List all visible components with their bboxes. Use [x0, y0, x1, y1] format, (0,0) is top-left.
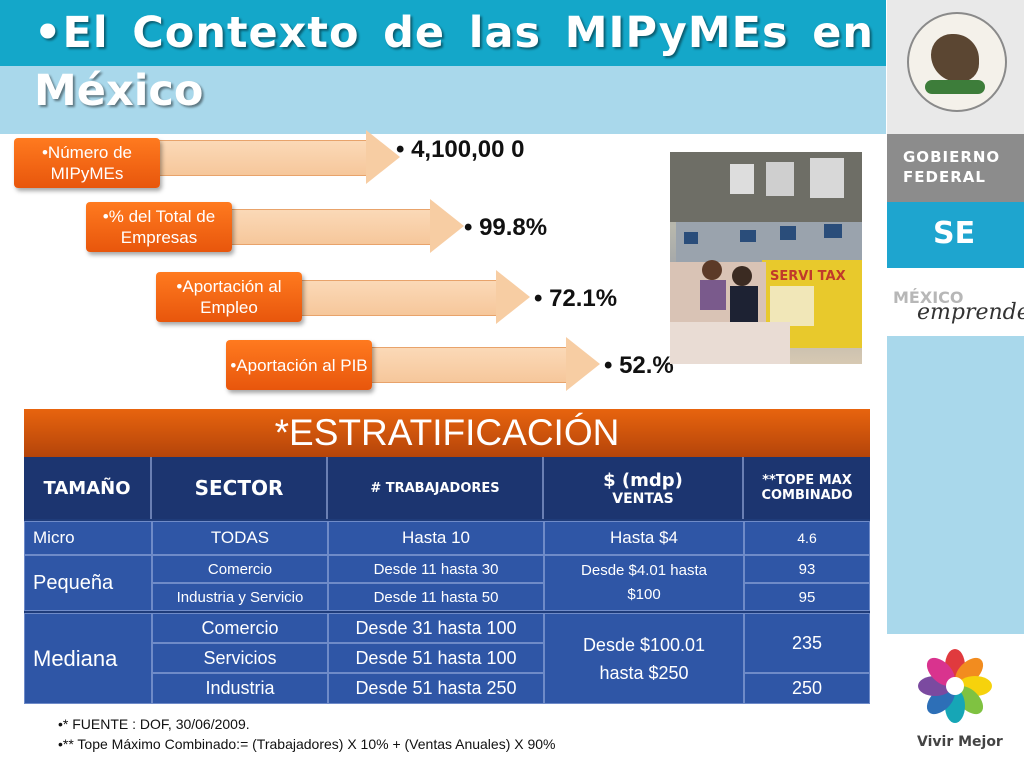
- stat-value: • 99.8%: [464, 214, 548, 241]
- se-label: SE: [933, 216, 976, 251]
- header-tope: **TOPE MAX COMBINADO: [744, 457, 870, 519]
- mediana-ventas: Desde $100.01 hasta $250: [544, 613, 744, 704]
- header-trabajadores: # TRABAJADORES: [328, 457, 544, 519]
- pequena-tope-comercio: 93: [744, 555, 870, 583]
- pequena-sector-comercio: Comercio: [152, 555, 328, 583]
- stratification-title: *ESTRATIFICACIÓN: [24, 409, 870, 457]
- stat-value: • 72.1%: [534, 285, 618, 312]
- mediana-ventas-line2: hasta $250: [599, 662, 689, 683]
- stat-label: •% del Total de Empresas: [86, 202, 232, 252]
- emprende-label: emprende: [917, 300, 1024, 325]
- mediana-tope-b: 250: [744, 673, 870, 704]
- pequena-sector-industria: Industria y Servicio: [152, 583, 328, 611]
- cactus-icon: [925, 80, 985, 94]
- mexico-emprende-logo: MÉXICO emprende: [887, 268, 1024, 336]
- stratification-table: TAMAÑO SECTOR # TRABAJADORES $ (mdp) VEN…: [24, 457, 870, 704]
- gobierno-label: GOBIERNO: [903, 148, 1001, 166]
- mediana-sector-servicios: Servicios: [152, 643, 328, 673]
- vivir-mejor-logo: Vivir Mejor: [887, 634, 1024, 768]
- mexico-label: MÉXICO: [893, 288, 964, 307]
- title-banner-top: [0, 0, 886, 66]
- branding-column: GOBIERNO FEDERAL SE MÉXICO emprende Vivi…: [887, 0, 1024, 768]
- micro-trabajadores: Hasta 10: [328, 521, 544, 555]
- mediana-trab-comercio: Desde 31 hasta 100: [328, 613, 544, 643]
- pequena-trab-comercio: Desde 11 hasta 30: [328, 555, 544, 583]
- national-seal: [887, 0, 1024, 134]
- arrow-head-icon: [366, 130, 400, 184]
- mediana-tope-a: 235: [744, 613, 870, 673]
- micro-ventas: Hasta $4: [544, 521, 744, 555]
- office-photo: SERVI TAX: [670, 152, 862, 364]
- page-title-line2: México: [34, 66, 204, 116]
- stat-label: •Aportación al PIB: [226, 340, 372, 390]
- gobierno-federal-logo: GOBIERNO FEDERAL: [887, 134, 1024, 202]
- federal-label: FEDERAL: [903, 168, 986, 186]
- micro-tope: 4.6: [744, 521, 870, 555]
- svg-text:SERVI TAX: SERVI TAX: [770, 269, 846, 284]
- header-sector: SECTOR: [152, 457, 328, 519]
- arrow-bar: [220, 209, 432, 245]
- mediana-ventas-line1: Desde $100.01: [582, 634, 706, 655]
- header-ventas-line2: VENTAS: [612, 490, 674, 507]
- stat-label: •Aportación al Empleo: [156, 272, 302, 322]
- vivir-mejor-flower-icon: [918, 649, 992, 723]
- side-panel: [887, 336, 1024, 634]
- photo-illustration: SERVI TAX: [670, 152, 862, 364]
- se-logo: SE: [887, 202, 1024, 268]
- footnote-formula: •** Tope Máximo Combinado:= (Trabajadore…: [58, 736, 556, 752]
- vivir-mejor-label: Vivir Mejor: [917, 734, 1003, 750]
- seal-icon: [907, 12, 1007, 112]
- page-title: •El Contexto de las MIPyMEs en: [34, 8, 874, 58]
- pequena-ventas-line1: Desde $4.01 hasta: [581, 562, 707, 579]
- mediana-sector-industria: Industria: [152, 673, 328, 704]
- header-tamano: TAMAÑO: [24, 457, 152, 519]
- eagle-icon: [931, 34, 979, 82]
- pequena-trab-industria: Desde 11 hasta 50: [328, 583, 544, 611]
- stat-value: • 4,100,00 0: [396, 136, 525, 163]
- arrow-head-icon: [496, 270, 530, 324]
- header-ventas: $ (mdp) VENTAS: [544, 457, 744, 519]
- header-tope-line2: COMBINADO: [761, 488, 853, 503]
- footnotes: •* FUENTE : DOF, 30/06/2009. •** Tope Má…: [58, 714, 556, 754]
- arrow-head-icon: [566, 337, 600, 391]
- header-ventas-line1: $ (mdp): [603, 469, 683, 491]
- micro-sector: TODAS: [152, 521, 328, 555]
- mediana-sector-comercio: Comercio: [152, 613, 328, 643]
- mediana-tamano: Mediana: [24, 613, 152, 704]
- pequena-tope-industria: 95: [744, 583, 870, 611]
- arrow-head-icon: [430, 199, 464, 253]
- mediana-trab-servicios: Desde 51 hasta 100: [328, 643, 544, 673]
- stat-label: •Número de MIPyMEs: [14, 138, 160, 188]
- pequena-ventas-line2: $100: [627, 586, 661, 603]
- arrow-bar: [290, 280, 498, 316]
- micro-tamano: Micro: [24, 521, 152, 555]
- header-tope-line1: **TOPE MAX: [762, 473, 852, 488]
- stat-value: • 52.%: [604, 352, 674, 379]
- pequena-tamano: Pequeña: [24, 555, 152, 611]
- footnote-source: •* FUENTE : DOF, 30/06/2009.: [58, 716, 250, 732]
- pequena-ventas: Desde $4.01 hasta $100: [544, 555, 744, 611]
- arrow-bar: [360, 347, 568, 383]
- mediana-trab-industria: Desde 51 hasta 250: [328, 673, 544, 704]
- arrow-bar: [150, 140, 368, 176]
